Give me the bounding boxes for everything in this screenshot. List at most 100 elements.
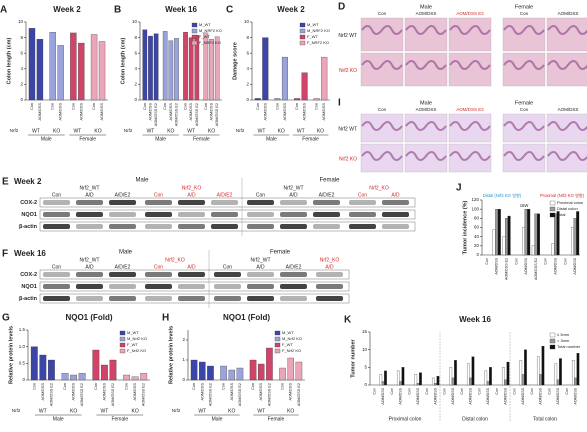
lane-label: A/D [391, 192, 400, 198]
legend-swatch [191, 40, 198, 46]
x-tick-label: Con [125, 383, 129, 390]
lane-label: A/D [85, 192, 94, 198]
x-tick-label: Con [222, 383, 226, 390]
x-tick-label: AOM/DSS [504, 387, 508, 404]
genotype-label: KO [208, 128, 215, 134]
bar [571, 360, 575, 386]
x-tick-label: AOM/DSS E2 [534, 258, 538, 280]
y-axis-label: Colon length (cm) [120, 37, 126, 84]
sex-label: Male [212, 416, 223, 422]
y-axis-label: Tumor incidence (%) [462, 200, 468, 254]
x-tick-label: AOM/DSS [322, 103, 326, 121]
bar [531, 245, 535, 256]
x-tick-label: Con [63, 383, 67, 390]
histology-image [502, 113, 546, 143]
bar [384, 370, 387, 386]
tissue [361, 60, 403, 70]
x-tick-label: AOM/DSS [451, 387, 455, 404]
y-tick-label: 6 [134, 50, 137, 55]
blot-band [145, 296, 172, 301]
legend-label: Total number [557, 344, 581, 349]
bar [556, 379, 560, 386]
lane-label: A/D [325, 264, 334, 270]
x-tick-label: AOM/DSS E2 [238, 383, 242, 406]
x-tick-label: Con [407, 388, 411, 395]
panel-letter: B [114, 5, 121, 16]
x-tick-label: AOM/DSS [169, 103, 173, 121]
group-label: Nrf2_KO [165, 257, 185, 263]
tissue [405, 151, 447, 161]
blot-band [43, 212, 70, 217]
bar [554, 213, 557, 256]
bar [131, 376, 139, 381]
group-label: Nrf2_WT [251, 257, 271, 263]
blot-band [211, 200, 238, 205]
tissue [361, 151, 403, 161]
legend-label: M_WT [199, 22, 211, 27]
x-tick-label: AOM/DSS E2 [174, 103, 178, 126]
tissue [449, 25, 491, 35]
legend-label: Total [557, 212, 566, 217]
row-label: Nrf2 KO [339, 68, 357, 74]
group-label: Nrf2_WT [80, 185, 100, 191]
sex-label: Male [266, 136, 277, 142]
genotype-label: WT [101, 408, 109, 414]
blot-band [316, 284, 343, 289]
blot-band [349, 200, 376, 205]
bar [70, 32, 77, 101]
sex-label: Male [53, 416, 64, 422]
legend-label: M_Nrf2 KO [282, 336, 302, 341]
y-tick-label: 8 [246, 35, 249, 40]
blot-band [247, 200, 274, 205]
bar [142, 29, 148, 101]
legend-swatch [549, 344, 556, 350]
x-tick-label: Con [530, 388, 534, 395]
bar [174, 38, 179, 101]
sex-label: Female [268, 416, 285, 422]
x-tick-label: AOM/DSS E2 [49, 383, 53, 406]
chart-title: NQO1 (Fold) [223, 313, 270, 322]
y-tick-label: 10 [362, 347, 368, 352]
panel-letter: A [0, 5, 7, 16]
tissue [503, 25, 545, 35]
y-tick-label: 10 [244, 19, 250, 24]
histology-image [448, 143, 492, 173]
x-tick-label: Con [315, 103, 319, 110]
column-label: Con [378, 107, 387, 112]
group-label: Nrf2_KO [182, 185, 202, 191]
x-tick-label: Con [485, 258, 489, 265]
panel-letter: E [2, 177, 9, 188]
legend-label: Distal colon [557, 206, 578, 211]
bar [188, 37, 194, 101]
panel-letter: F [2, 249, 8, 260]
bar [527, 209, 531, 256]
x-tick-label: Con [372, 388, 376, 395]
bar [522, 227, 525, 256]
blot-band [313, 224, 340, 229]
y-tick-label: 5 [364, 365, 367, 370]
sex-label: Female [111, 416, 128, 422]
blot-strip [39, 269, 350, 280]
blot-band [382, 224, 409, 229]
legend-swatch [299, 40, 306, 46]
tissue [503, 151, 545, 161]
bar [39, 354, 47, 381]
genotype-label: WT [32, 128, 40, 134]
x-tick-label: AOM/DSS [574, 387, 578, 404]
y-tick-label: 15 [362, 329, 368, 334]
blot-band [313, 200, 340, 205]
blot-band [247, 296, 274, 301]
blot-band [214, 272, 241, 277]
blot-band [247, 212, 274, 217]
group-label: Nrf2_KO [320, 257, 340, 263]
x-tick-label: Con [30, 103, 34, 110]
lane-label: A/D [85, 264, 94, 270]
y-tick-label: 0 [22, 377, 25, 382]
blot-band [43, 296, 70, 301]
legend-swatch [191, 28, 198, 34]
bar [57, 45, 64, 101]
annotation: Distal (Nrf2 KO 영향) [483, 192, 522, 198]
y-tick-label: 2 [182, 337, 185, 342]
group-label: Nrf2_WT [80, 257, 100, 263]
blot-band [349, 224, 376, 229]
